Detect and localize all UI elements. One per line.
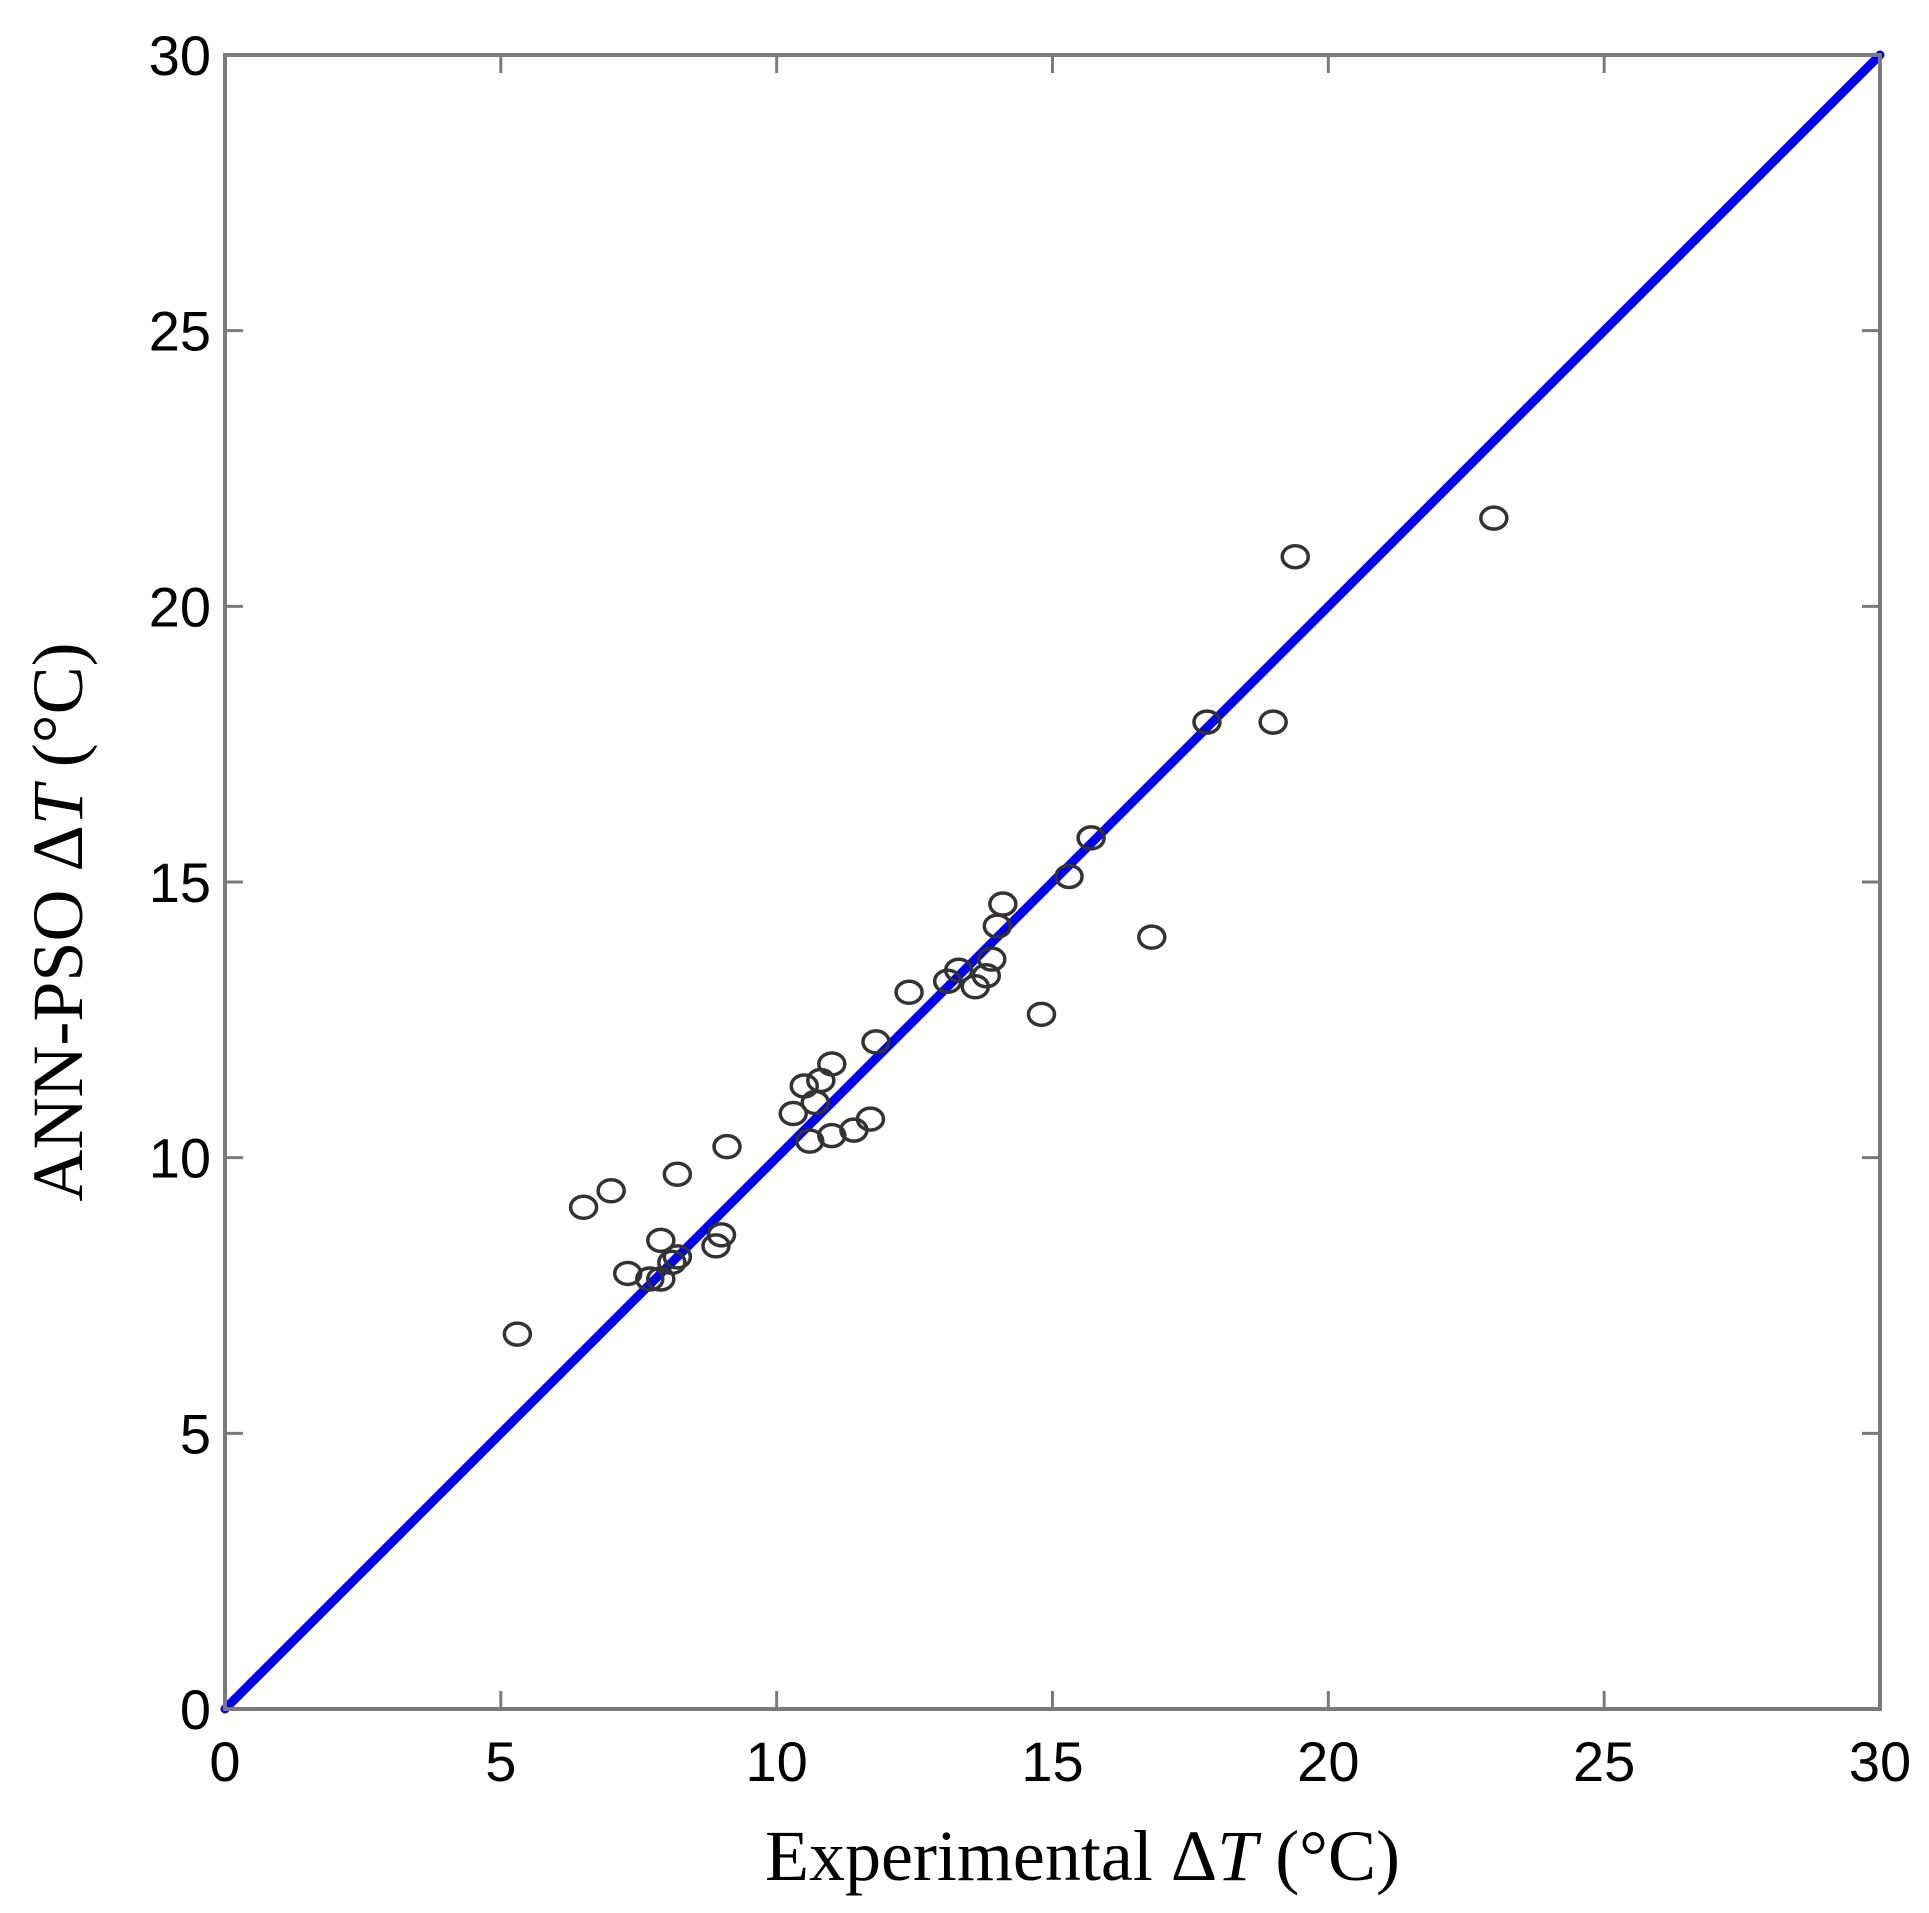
data-point xyxy=(635,1266,665,1292)
reference-line xyxy=(220,50,1885,1714)
data-point xyxy=(1054,863,1084,890)
x-tick-label: 25 xyxy=(1573,1730,1635,1793)
data-point xyxy=(894,979,924,1006)
data-point xyxy=(943,957,974,983)
x-tick-label: 5 xyxy=(485,1730,516,1793)
data-point xyxy=(817,1051,847,1077)
tick-labels: 0 5 10 15 20 25 30 0 5 10 15 20 25 30 xyxy=(149,24,1911,1793)
data-point xyxy=(662,1161,693,1187)
x-axis-title-unit: (°C) xyxy=(1257,1816,1400,1896)
data-point xyxy=(1280,543,1310,570)
x-axis-title-variable: T xyxy=(1217,1816,1262,1896)
data-point xyxy=(646,1227,676,1254)
data-point xyxy=(1192,709,1222,735)
data-point xyxy=(662,1244,693,1270)
data-point xyxy=(502,1321,533,1347)
data-point xyxy=(1137,924,1167,950)
data-point xyxy=(977,946,1007,972)
y-tick-label: 5 xyxy=(180,1402,211,1465)
data-point xyxy=(1258,709,1288,735)
data-point xyxy=(971,962,1002,989)
x-tick-label: 10 xyxy=(746,1730,808,1793)
y-axis-title: ANN-PSO ΔT (°C) xyxy=(18,642,98,1201)
x-tick-label: 30 xyxy=(1849,1730,1911,1793)
y-axis-title-variable: T xyxy=(18,780,98,825)
data-point xyxy=(1479,505,1509,531)
data-point xyxy=(861,1029,891,1055)
y-axis-title-prefix: ANN-PSO Δ xyxy=(18,825,98,1201)
data-point xyxy=(1026,1001,1057,1028)
axes-frame xyxy=(223,53,1882,1711)
y-tick-label: 10 xyxy=(149,1127,211,1190)
data-point xyxy=(701,1233,731,1259)
data-point xyxy=(706,1222,737,1248)
x-axis-title-prefix: Experimental Δ xyxy=(765,1816,1217,1896)
data-point xyxy=(778,1100,808,1127)
data-point xyxy=(657,1249,687,1276)
y-tick-label: 15 xyxy=(149,851,211,914)
x-tick-label: 20 xyxy=(1297,1730,1359,1793)
data-point xyxy=(596,1177,626,1204)
data-point xyxy=(712,1133,742,1160)
y-tick-label: 0 xyxy=(180,1678,211,1741)
x-axis-title: Experimental ΔT (°C) xyxy=(765,1816,1400,1896)
x-tick-label: 15 xyxy=(1021,1730,1083,1793)
data-point xyxy=(568,1194,599,1221)
y-tick-label: 30 xyxy=(149,24,211,87)
y-tick-label: 20 xyxy=(149,575,211,638)
data-point xyxy=(855,1106,886,1132)
x-tick-label: 0 xyxy=(209,1730,240,1793)
data-point xyxy=(988,891,1018,917)
data-point xyxy=(1076,825,1106,851)
y-tick-label: 25 xyxy=(149,300,211,363)
plot-area xyxy=(220,50,1885,1714)
y-axis-title-unit: (°C) xyxy=(18,642,98,785)
